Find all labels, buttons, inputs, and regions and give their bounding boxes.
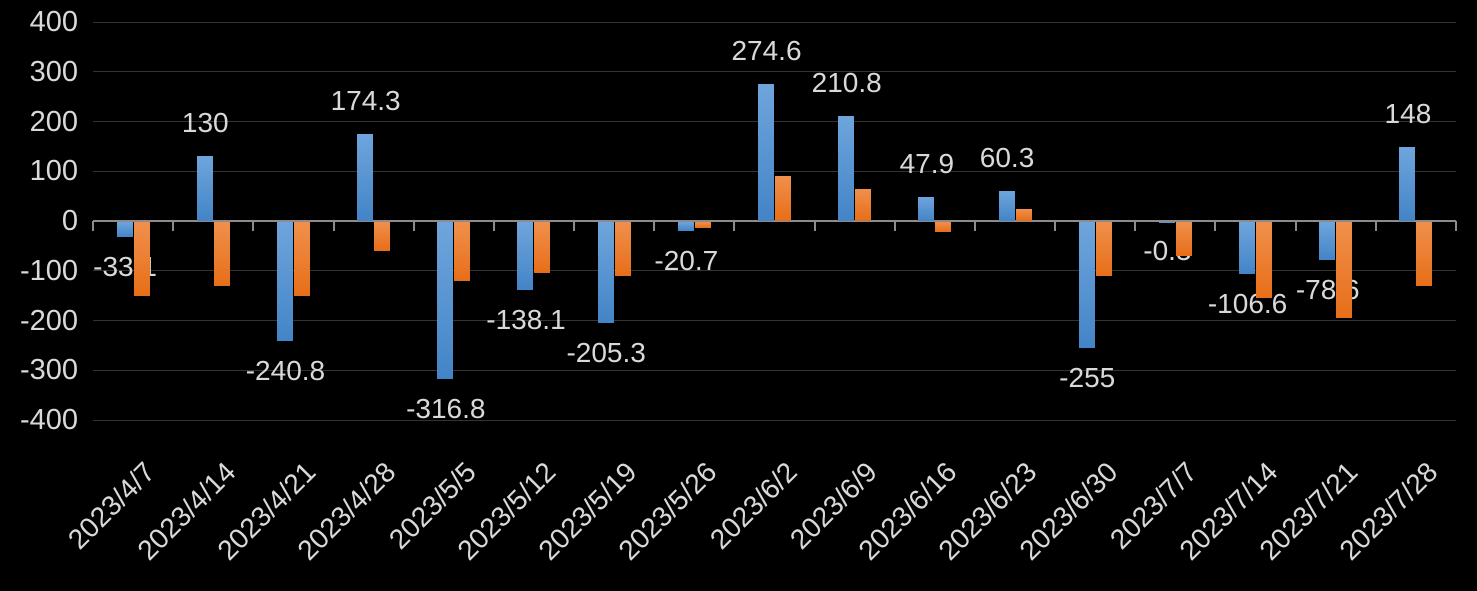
- data-label: -0.3: [1143, 235, 1192, 267]
- bar-blue-series: [437, 222, 454, 379]
- data-label: 60.3: [979, 142, 1035, 173]
- bar-blue-series: [918, 197, 935, 221]
- bar-blue-series: [1239, 222, 1256, 275]
- data-label: -106.6: [1207, 288, 1288, 320]
- data-label: -33.1: [93, 251, 157, 283]
- y-axis-label: -300: [19, 354, 78, 387]
- x-axis-tick: [252, 221, 255, 231]
- x-axis-tick: [573, 221, 576, 231]
- x-axis-tick: [893, 221, 896, 231]
- data-label: -138.1: [486, 303, 566, 335]
- y-axis-label: 0: [61, 205, 78, 237]
- y-axis-label: 300: [29, 55, 78, 88]
- bar-blue-series: [1399, 147, 1416, 221]
- gridline: [93, 270, 1456, 272]
- x-axis-tick: [412, 221, 415, 231]
- bar-blue-series: [677, 222, 694, 232]
- x-axis-tick: [813, 221, 816, 231]
- x-axis-tick: [733, 221, 736, 231]
- bar-orange-series: [534, 222, 551, 274]
- bar-blue-series: [1319, 222, 1336, 261]
- gridline: [93, 419, 1456, 421]
- x-axis-tick: [492, 221, 495, 231]
- y-axis-label: 100: [29, 155, 78, 188]
- data-label: -78.6: [1295, 274, 1360, 306]
- bar-orange-series: [855, 188, 872, 221]
- data-label: -316.8: [406, 392, 486, 424]
- x-axis-tick: [1374, 221, 1377, 231]
- data-label: -20.7: [654, 245, 719, 277]
- gridline: [93, 170, 1456, 172]
- bar-blue-series: [196, 156, 213, 221]
- bar-orange-series: [694, 222, 711, 229]
- gridline: [93, 369, 1456, 371]
- bar-blue-series: [116, 222, 133, 238]
- data-label: -240.8: [245, 354, 326, 386]
- data-label: 130: [181, 107, 229, 139]
- gridline: [93, 320, 1456, 321]
- bar-orange-series: [1256, 222, 1273, 299]
- x-axis-tick: [1455, 221, 1457, 231]
- y-axis-label: 400: [29, 6, 78, 38]
- x-axis-tick: [973, 221, 976, 231]
- y-axis-label: -200: [19, 304, 78, 337]
- bar-orange-series: [1015, 208, 1032, 221]
- bar-orange-series: [614, 222, 631, 276]
- data-label: -255: [1059, 361, 1116, 393]
- bar-blue-series: [1158, 222, 1175, 223]
- x-axis-tick: [1294, 221, 1297, 231]
- data-label: 148: [1384, 98, 1432, 130]
- bar-orange-series: [454, 222, 471, 281]
- y-axis-label: 200: [29, 105, 78, 138]
- x-axis-tick: [172, 221, 175, 231]
- x-axis-tick: [1214, 221, 1217, 231]
- bar-blue-series: [998, 191, 1015, 221]
- bar-orange-series: [775, 176, 791, 221]
- x-axis-tick: [1054, 221, 1057, 231]
- y-axis-label: -400: [19, 404, 78, 436]
- x-axis-tick: [653, 221, 656, 231]
- bar-orange-series: [293, 222, 310, 296]
- bar-orange-series: [1416, 222, 1433, 286]
- data-label: 210.8: [811, 67, 882, 99]
- data-label: 174.3: [330, 85, 401, 117]
- gridline: [93, 21, 1456, 23]
- bar-orange-series: [1095, 222, 1112, 276]
- x-axis-tick: [332, 221, 335, 231]
- bar-orange-series: [213, 222, 230, 286]
- bar-blue-series: [597, 222, 614, 324]
- x-axis-tick: [1134, 221, 1137, 231]
- data-label: 274.6: [731, 35, 802, 67]
- gridline: [93, 71, 1456, 73]
- bar-blue-series: [1078, 222, 1095, 348]
- bar-orange-series: [1336, 222, 1353, 318]
- bar-orange-series: [374, 222, 391, 251]
- bar-blue-series: [357, 134, 374, 221]
- bar-blue-series: [758, 84, 774, 221]
- bar-orange-series: [935, 222, 952, 232]
- y-axis-label: -100: [19, 254, 78, 287]
- x-axis-label: 2023/6/2: [703, 456, 803, 555]
- data-label: 47.9: [899, 148, 955, 180]
- gridline: [93, 121, 1456, 122]
- bar-blue-series: [517, 222, 534, 290]
- zero-axis-line: [93, 220, 1456, 222]
- data-label: -205.3: [566, 337, 646, 369]
- bar-orange-series: [133, 222, 150, 296]
- x-axis-tick: [92, 221, 94, 231]
- bar-orange-series: [1175, 222, 1192, 256]
- bar-blue-series: [838, 116, 855, 221]
- bar-blue-series: [276, 222, 293, 341]
